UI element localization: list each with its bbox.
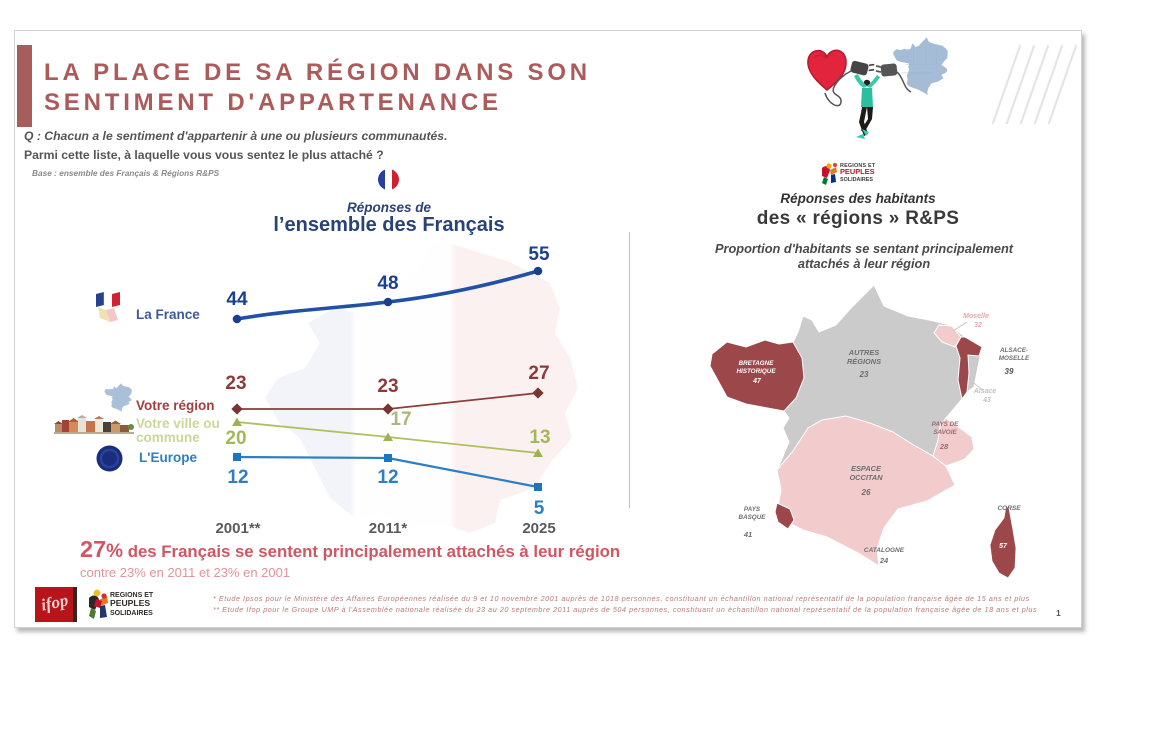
- svg-text:23: 23: [859, 370, 869, 379]
- svg-text:MOSELLE: MOSELLE: [999, 355, 1030, 362]
- svg-text:OCCITAN: OCCITAN: [849, 473, 883, 482]
- svg-text:RÉGIONS: RÉGIONS: [847, 357, 881, 366]
- svg-text:SOLIDAIRES: SOLIDAIRES: [110, 610, 153, 617]
- svg-text:26: 26: [861, 488, 871, 497]
- svg-text:AUTRES: AUTRES: [848, 348, 879, 357]
- svg-text:BRETAGNE: BRETAGNE: [739, 360, 775, 367]
- svg-text:41: 41: [743, 530, 752, 539]
- svg-text:43: 43: [982, 397, 991, 404]
- svg-text:Moselle: Moselle: [963, 313, 989, 320]
- svg-text:57: 57: [999, 543, 1008, 550]
- svg-text:SAVOIE: SAVOIE: [933, 429, 957, 436]
- svg-text:PAYS: PAYS: [744, 506, 761, 513]
- svg-text:28: 28: [939, 442, 949, 451]
- svg-text:ESPACE: ESPACE: [851, 464, 882, 473]
- svg-text:ALSACE-: ALSACE-: [999, 347, 1028, 354]
- svg-text:REGIONS ET: REGIONS ET: [110, 592, 154, 599]
- svg-text:PEUPLES: PEUPLES: [110, 598, 150, 608]
- svg-text:SOLIDAIRES: SOLIDAIRES: [840, 177, 873, 183]
- svg-text:47: 47: [752, 378, 762, 385]
- svg-text:CORSE: CORSE: [997, 505, 1021, 512]
- svg-text:REGIONS ET: REGIONS ET: [840, 163, 876, 169]
- svg-text:39: 39: [1005, 367, 1014, 376]
- svg-text:HISTORIQUE: HISTORIQUE: [736, 368, 776, 375]
- svg-text:24: 24: [879, 556, 889, 565]
- svg-text:Alsace: Alsace: [973, 388, 997, 395]
- svg-text:BASQUE: BASQUE: [739, 514, 767, 521]
- svg-text:PEUPLES: PEUPLES: [840, 167, 875, 176]
- svg-text:32: 32: [974, 322, 982, 329]
- svg-text:CATALOGNE: CATALOGNE: [864, 547, 905, 554]
- svg-text:PAYS DE: PAYS DE: [932, 421, 960, 428]
